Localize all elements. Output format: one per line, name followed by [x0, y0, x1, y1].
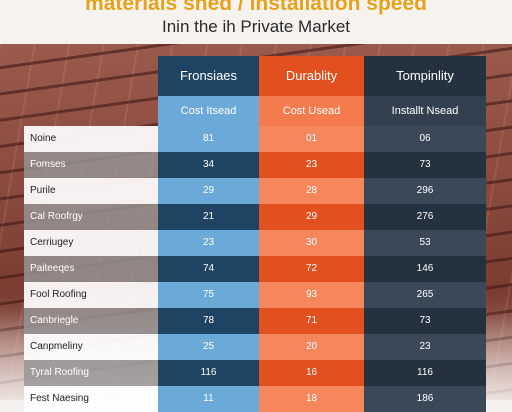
table-cell-col3: 186 [364, 386, 486, 412]
table-cell-col3: 53 [364, 230, 486, 256]
table-cell-col1: 116 [158, 360, 259, 386]
subheader-1: Cost Itsead [158, 96, 259, 126]
table-row: Fool Roofing 75 93 265 [24, 282, 486, 308]
table-cell-col2: 28 [259, 178, 364, 204]
row-label: Fomses [24, 152, 158, 178]
table-row: Fest Naesing 11 18 186 [24, 386, 486, 412]
row-label: Fest Naesing [24, 386, 158, 412]
table-row: Tyral Roofing 116 16 116 [24, 360, 486, 386]
chart-title: materials shed / Installation speed [85, 0, 427, 15]
table-cell-col3: 146 [364, 256, 486, 282]
table-row: Canbriegle 78 71 73 [24, 308, 486, 334]
table-cell-col1: 81 [158, 126, 259, 152]
row-label: Cerriugey [24, 230, 158, 256]
table-cell-col1: 21 [158, 204, 259, 230]
table-cell-col2: 72 [259, 256, 364, 282]
chart-subtitle: Inin the ih Private Market [161, 17, 351, 36]
table-cell-col1: 78 [158, 308, 259, 334]
table-cell-col3: 296 [364, 178, 486, 204]
row-label: Purile [24, 178, 158, 204]
row-label: Canpmeliny [24, 334, 158, 360]
subheader-row: Cost Itsead Cost Usead Installt Nsead [24, 96, 486, 126]
table-row: Cerriugey 23 30 53 [24, 230, 486, 256]
table-row: Paiteeqes 74 72 146 [24, 256, 486, 282]
table-cell-col2: 29 [259, 204, 364, 230]
table-cell-col1: 34 [158, 152, 259, 178]
subheader-2: Cost Usead [259, 96, 364, 126]
row-label: Noine [24, 126, 158, 152]
table-cell-col3: 06 [364, 126, 486, 152]
table-cell-col1: 29 [158, 178, 259, 204]
table-cell-col1: 74 [158, 256, 259, 282]
row-label: Canbriegle [24, 308, 158, 334]
row-label: Cal Roofrgy [24, 204, 158, 230]
row-label: Paiteeqes [24, 256, 158, 282]
row-label: Tyral Roofing [24, 360, 158, 386]
table-row: Cal Roofrgy 21 29 276 [24, 204, 486, 230]
corner-cell [24, 56, 158, 96]
table-cell-col2: 93 [259, 282, 364, 308]
table-cell-col3: 73 [364, 308, 486, 334]
table-cell-col2: 30 [259, 230, 364, 256]
column-header-1: Fronsiaes [158, 56, 259, 96]
table-cell-col3: 23 [364, 334, 486, 360]
table-cell-col1: 75 [158, 282, 259, 308]
comparison-table: Fronsiaes Durablity Tompinlity Cost Itse… [24, 56, 486, 412]
table-cell-col3: 116 [364, 360, 486, 386]
table-row: Noine 81 01 06 [24, 126, 486, 152]
subheader-corner [24, 96, 158, 126]
table-cell-col1: 25 [158, 334, 259, 360]
column-header-row: Fronsiaes Durablity Tompinlity [24, 56, 486, 96]
table-cell-col1: 23 [158, 230, 259, 256]
table-cell-col2: 71 [259, 308, 364, 334]
table-cell-col2: 18 [259, 386, 364, 412]
table-cell-col2: 20 [259, 334, 364, 360]
row-label: Fool Roofing [24, 282, 158, 308]
header-band [0, 0, 512, 44]
table-cell-col3: 73 [364, 152, 486, 178]
subheader-3: Installt Nsead [364, 96, 486, 126]
table-body: Noine 81 01 06 Fomses 34 23 73 Purile 29 28 296 Cal … [24, 126, 486, 412]
column-header-3: Tompinlity [364, 56, 486, 96]
table-cell-col1: 11 [158, 386, 259, 412]
table-cell-col2: 23 [259, 152, 364, 178]
column-header-2: Durablity [259, 56, 364, 96]
table-row: Canpmeliny 25 20 23 [24, 334, 486, 360]
table-cell-col3: 265 [364, 282, 486, 308]
table-row: Fomses 34 23 73 [24, 152, 486, 178]
table-cell-col2: 16 [259, 360, 364, 386]
table-row: Purile 29 28 296 [24, 178, 486, 204]
table-cell-col2: 01 [259, 126, 364, 152]
table-cell-col3: 276 [364, 204, 486, 230]
